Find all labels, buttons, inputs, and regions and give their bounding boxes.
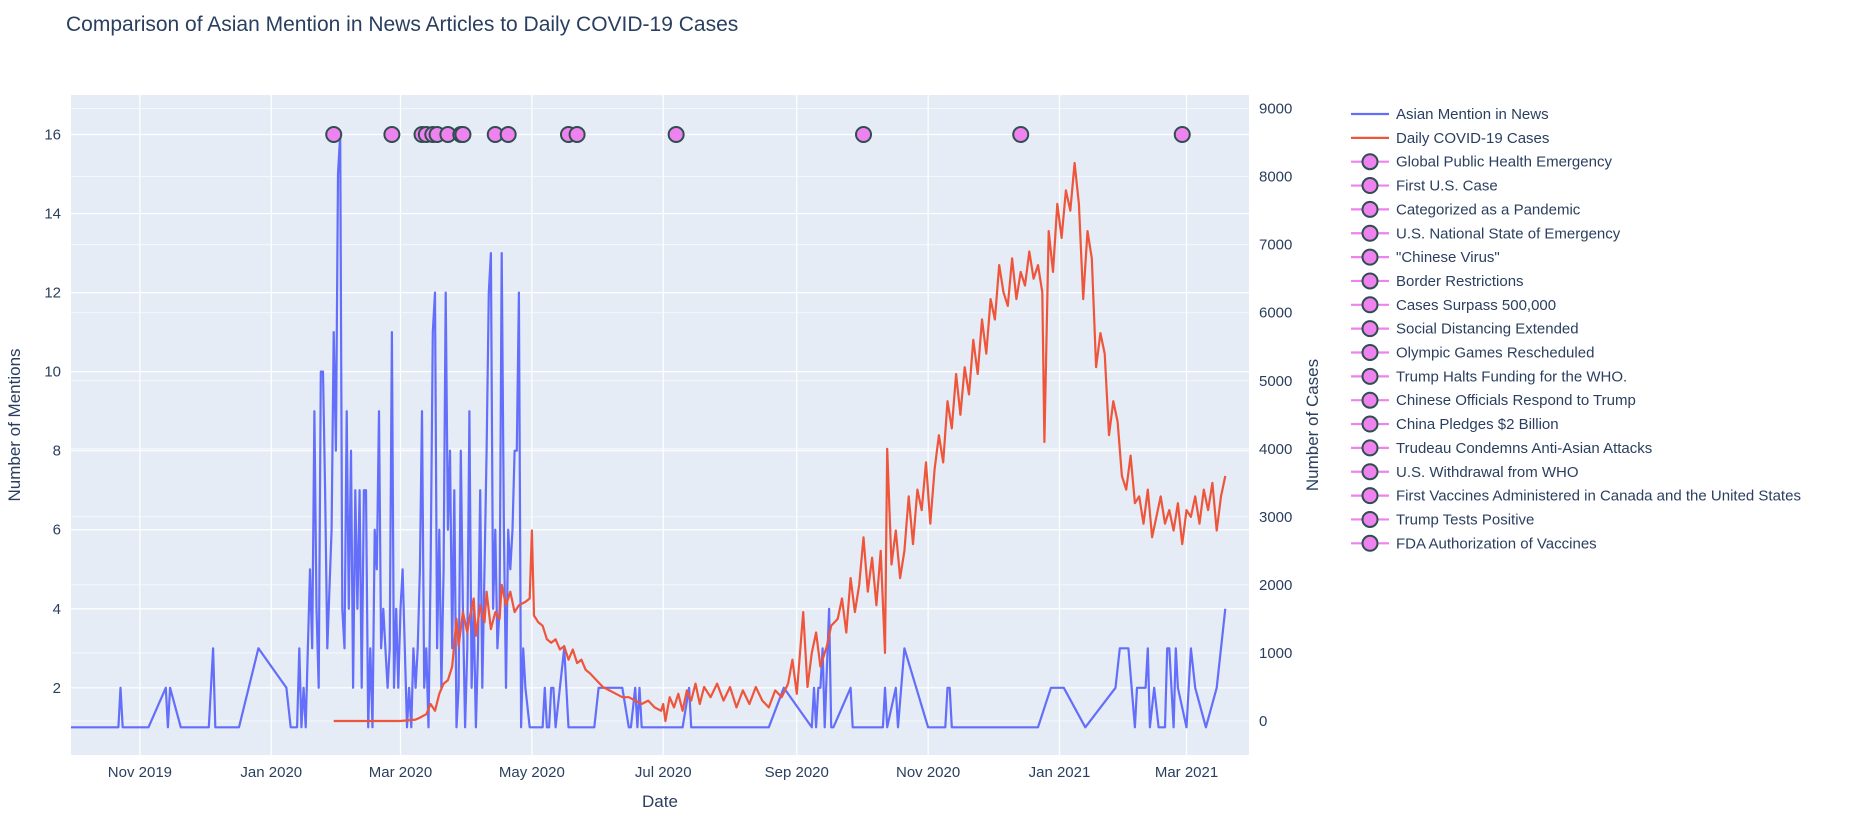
legend-entry-label[interactable]: Daily COVID-19 Cases [1396, 130, 1549, 147]
legend-marker-swatch [1361, 272, 1379, 290]
left-y-tick-label: 6 [53, 522, 61, 539]
event-marker[interactable] [499, 126, 517, 144]
legend-entry-label[interactable]: Border Restrictions [1396, 273, 1524, 290]
x-tick-label: Sep 2020 [765, 764, 829, 781]
legend-entry-label[interactable]: U.S. Withdrawal from WHO [1396, 464, 1579, 481]
x-tick-labels: Nov 2019 Jan 2020 Mar 2020 May 2020 Jul 2020… [108, 764, 1218, 781]
asian-mention-line [71, 133, 1227, 729]
left-y-tick-label: 2 [53, 680, 61, 697]
legend-entry-label[interactable]: U.S. National State of Emergency [1396, 225, 1621, 242]
event-marker[interactable] [855, 126, 873, 144]
legend-marker-swatch [1361, 344, 1379, 361]
right-y-tick-label: 2000 [1259, 577, 1292, 594]
legend-marker-swatch [1361, 320, 1379, 338]
legend-marker-swatch [1361, 534, 1379, 552]
event-marker[interactable] [454, 126, 472, 144]
event-marker[interactable] [325, 126, 343, 144]
right-y-tick-label: 5000 [1259, 373, 1292, 390]
legend-entry-label[interactable]: Trump Halts Funding for the WHO. [1396, 368, 1627, 385]
legend-marker-swatch [1361, 296, 1379, 314]
grid [71, 95, 1249, 755]
left-y-tick-label: 10 [44, 364, 61, 381]
right-y-tick-label: 6000 [1259, 305, 1292, 322]
legend-entry-label[interactable]: Olympic Games Rescheduled [1396, 345, 1594, 362]
legend-entry-label[interactable]: Global Public Health Emergency [1396, 154, 1612, 171]
legend-entry-label[interactable]: FDA Authorization of Vaccines [1396, 535, 1597, 552]
legend-marker-swatch [1361, 463, 1379, 481]
legend-marker-swatch [1361, 153, 1379, 171]
left-y-tick-label: 14 [44, 206, 61, 223]
legend-entry-label[interactable]: Categorized as a Pandemic [1396, 201, 1581, 218]
right-y-tick-label: 1000 [1259, 645, 1292, 662]
x-tick-label: Nov 2019 [108, 764, 172, 781]
legend-entry-label[interactable]: China Pledges $2 Billion [1396, 416, 1559, 433]
x-tick-label: Jul 2020 [635, 764, 692, 781]
legend-marker-swatch [1361, 391, 1379, 409]
legend-entry-label[interactable]: Trump Tests Positive [1396, 511, 1534, 528]
right-y-tick-label: 8000 [1259, 169, 1292, 186]
legend-marker-swatch [1361, 248, 1379, 266]
daily-cases-line [333, 161, 1227, 723]
x-tick-label: Nov 2020 [896, 764, 960, 781]
right-y-tick-label: 0 [1259, 713, 1267, 730]
legend-marker-swatch [1361, 415, 1379, 433]
right-y-tick-labels: 0 1000 2000 3000 4000 5000 6000 7000 8000 9000 [1259, 101, 1292, 730]
x-tick-label: Jan 2021 [1029, 764, 1091, 781]
x-tick-label: Mar 2020 [369, 764, 432, 781]
plot-background [71, 95, 1249, 755]
x-tick-label: Mar 2021 [1155, 764, 1218, 781]
x-axis-title: Date [642, 792, 678, 811]
left-y-tick-labels: 2 4 6 8 10 12 14 16 [44, 127, 61, 697]
event-marker[interactable] [383, 126, 401, 144]
x-tick-label: May 2020 [499, 764, 565, 781]
legend-entry-label[interactable]: First U.S. Case [1396, 178, 1498, 195]
right-y-axis-title: Number of Cases [1303, 359, 1322, 491]
legend-marker-swatch [1361, 224, 1379, 242]
right-y-tick-label: 9000 [1259, 101, 1292, 118]
left-y-tick-label: 4 [53, 601, 61, 618]
legend-entry-label[interactable]: Chinese Officials Respond to Trump [1396, 392, 1636, 409]
event-marker[interactable] [1173, 126, 1191, 144]
left-y-tick-label: 8 [53, 443, 61, 460]
event-marker[interactable] [1012, 126, 1030, 144]
legend-entry-label[interactable]: Trudeau Condemns Anti-Asian Attacks [1396, 440, 1652, 457]
legend-marker-swatch [1361, 487, 1379, 505]
legend-marker-swatch [1361, 200, 1379, 218]
left-y-tick-label: 16 [44, 127, 61, 144]
legend-entry-label[interactable]: First Vaccines Administered in Canada an… [1396, 488, 1801, 505]
event-marker[interactable] [667, 126, 685, 144]
legend: Asian Mention in News Daily COVID-19 Case… [1351, 106, 1801, 552]
legend-entry-label[interactable]: "Chinese Virus" [1396, 249, 1500, 266]
legend-entry-label[interactable]: Asian Mention in News [1396, 106, 1549, 123]
right-y-tick-label: 3000 [1259, 509, 1292, 526]
legend-marker-swatch [1361, 439, 1379, 457]
event-marker[interactable] [568, 126, 586, 144]
left-y-axis-title: Number of Mentions [5, 348, 24, 501]
legend-marker-swatch [1361, 177, 1379, 195]
series-layer [71, 133, 1227, 729]
legend-entry-label[interactable]: Social Distancing Extended [1396, 321, 1579, 338]
left-y-tick-label: 12 [44, 285, 61, 302]
legend-entry-label[interactable]: Cases Surpass 500,000 [1396, 297, 1556, 314]
right-y-tick-label: 4000 [1259, 441, 1292, 458]
legend-marker-swatch [1361, 367, 1379, 385]
event-markers [325, 126, 1191, 144]
legend-marker-swatch [1361, 510, 1379, 528]
chart-title: Comparison of Asian Mention in News Arti… [66, 13, 738, 36]
x-tick-label: Jan 2020 [240, 764, 302, 781]
right-y-tick-label: 7000 [1259, 237, 1292, 254]
